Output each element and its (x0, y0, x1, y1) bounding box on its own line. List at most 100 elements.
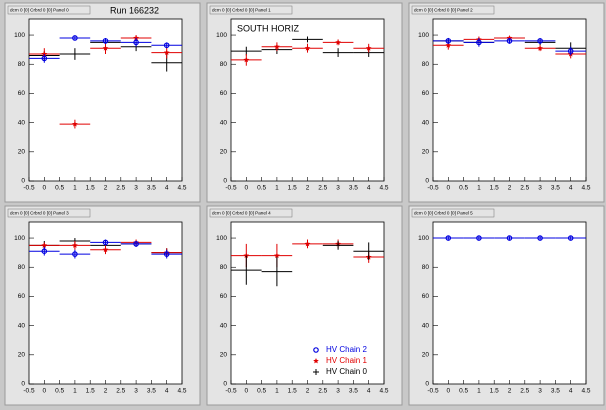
x-tick-label: 0.5 (257, 185, 266, 192)
y-tick-label: 60 (422, 293, 430, 300)
annotation: Run 166232 (110, 5, 159, 15)
x-tick-label: 1.5 (86, 185, 95, 192)
y-tick-label: 20 (220, 149, 228, 156)
title-box (7, 208, 91, 218)
x-tick-label: 3.5 (551, 388, 560, 395)
pad: dcm 0 [0] Crbrd 0 [0] Panel 402040608010… (206, 205, 403, 406)
y-tick-label: 80 (422, 264, 430, 271)
y-tick-label: 20 (422, 352, 430, 359)
pad-title: dcm 0 [0] Crbrd 0 [0] Panel 0 (10, 8, 69, 13)
annotation: SOUTH HORIZ (237, 23, 300, 33)
x-tick-label: 1 (275, 185, 279, 192)
pad-title: dcm 0 [0] Crbrd 0 [0] Panel 5 (414, 211, 473, 216)
y-tick-label: 60 (220, 90, 228, 97)
x-tick-label: 2.5 (520, 388, 529, 395)
x-tick-label: 1.5 (86, 388, 95, 395)
x-tick-label: 4 (367, 185, 371, 192)
y-tick-label: 0 (21, 381, 25, 388)
marker (537, 235, 543, 241)
marker (304, 45, 311, 51)
marker (476, 39, 482, 46)
x-tick-label: 2 (508, 388, 512, 395)
y-tick-label: 0 (425, 381, 429, 388)
y-tick-label: 0 (425, 178, 429, 185)
x-tick-label: 2.5 (116, 185, 125, 192)
marker (243, 56, 250, 63)
x-tick-label: 1 (275, 388, 279, 395)
legend-marker (313, 358, 319, 364)
x-tick-label: -0.5 (23, 185, 35, 192)
marker (274, 252, 280, 258)
marker (102, 45, 109, 51)
legend-marker (313, 347, 319, 353)
title-box (411, 5, 495, 15)
y-tick-label: 40 (422, 322, 430, 329)
y-tick-label: 0 (223, 178, 227, 185)
y-tick-label: 60 (18, 90, 26, 97)
marker (72, 35, 78, 41)
x-tick-label: 4 (367, 388, 371, 395)
pad-title: dcm 0 [0] Crbrd 0 [0] Panel 1 (212, 8, 271, 13)
x-tick-label: -0.5 (427, 185, 439, 192)
marker (163, 42, 170, 49)
legend-entry: HV Chain 0 (313, 367, 367, 376)
marker (41, 248, 48, 254)
marker (506, 38, 513, 44)
pad: dcm 0 [0] Crbrd 0 [0] Panel 202040608010… (408, 2, 605, 203)
x-tick-label: 3.5 (147, 388, 156, 395)
x-tick-label: 4.5 (581, 185, 590, 192)
x-tick-label: 3.5 (551, 185, 560, 192)
x-tick-label: 4.5 (177, 185, 186, 192)
marker (102, 38, 109, 44)
y-tick-label: 80 (220, 61, 228, 68)
x-tick-label: -0.5 (225, 388, 237, 395)
marker (72, 251, 78, 257)
y-tick-label: 100 (418, 32, 429, 39)
x-tick-label: 3 (134, 388, 138, 395)
y-tick-label: 40 (18, 119, 26, 126)
x-tick-label: 0 (42, 185, 46, 192)
y-tick-label: 80 (220, 264, 228, 271)
marker (445, 42, 452, 48)
x-tick-label: 2 (508, 185, 512, 192)
marker (133, 39, 139, 46)
x-tick-label: 0 (244, 185, 248, 192)
x-tick-label: 4.5 (177, 388, 186, 395)
y-tick-label: 80 (18, 264, 26, 271)
marker (163, 251, 170, 257)
marker (133, 241, 139, 247)
x-tick-label: 0.5 (257, 388, 266, 395)
x-tick-label: 3.5 (349, 388, 358, 395)
legend-entry: HV Chain 1 (313, 356, 367, 365)
x-tick-label: 0.5 (459, 388, 468, 395)
x-tick-label: -0.5 (427, 388, 439, 395)
x-tick-label: 3.5 (147, 185, 156, 192)
y-tick-label: 40 (422, 119, 430, 126)
y-tick-label: 100 (418, 235, 429, 242)
marker (243, 252, 250, 258)
marker (72, 242, 78, 248)
x-tick-label: 2.5 (520, 185, 529, 192)
pad-title: dcm 0 [0] Crbrd 0 [0] Panel 3 (10, 211, 69, 216)
x-tick-label: 4.5 (379, 388, 388, 395)
y-tick-label: 20 (18, 149, 26, 156)
x-tick-label: 3.5 (349, 185, 358, 192)
x-tick-label: -0.5 (23, 388, 35, 395)
y-tick-label: 0 (223, 381, 227, 388)
marker (41, 242, 48, 248)
x-tick-label: 0 (244, 388, 248, 395)
x-tick-label: 0 (446, 185, 450, 192)
y-tick-label: 60 (220, 293, 228, 300)
marker (567, 48, 574, 54)
x-tick-label: 3 (336, 388, 340, 395)
x-tick-label: 1 (477, 388, 481, 395)
pad-title: dcm 0 [0] Crbrd 0 [0] Panel 4 (212, 211, 271, 216)
marker (335, 39, 341, 45)
x-tick-label: 0.5 (55, 185, 64, 192)
frame (432, 18, 587, 182)
x-tick-label: 4 (569, 388, 573, 395)
marker (476, 235, 482, 241)
x-tick-label: 1.5 (490, 185, 499, 192)
marker (133, 34, 139, 41)
